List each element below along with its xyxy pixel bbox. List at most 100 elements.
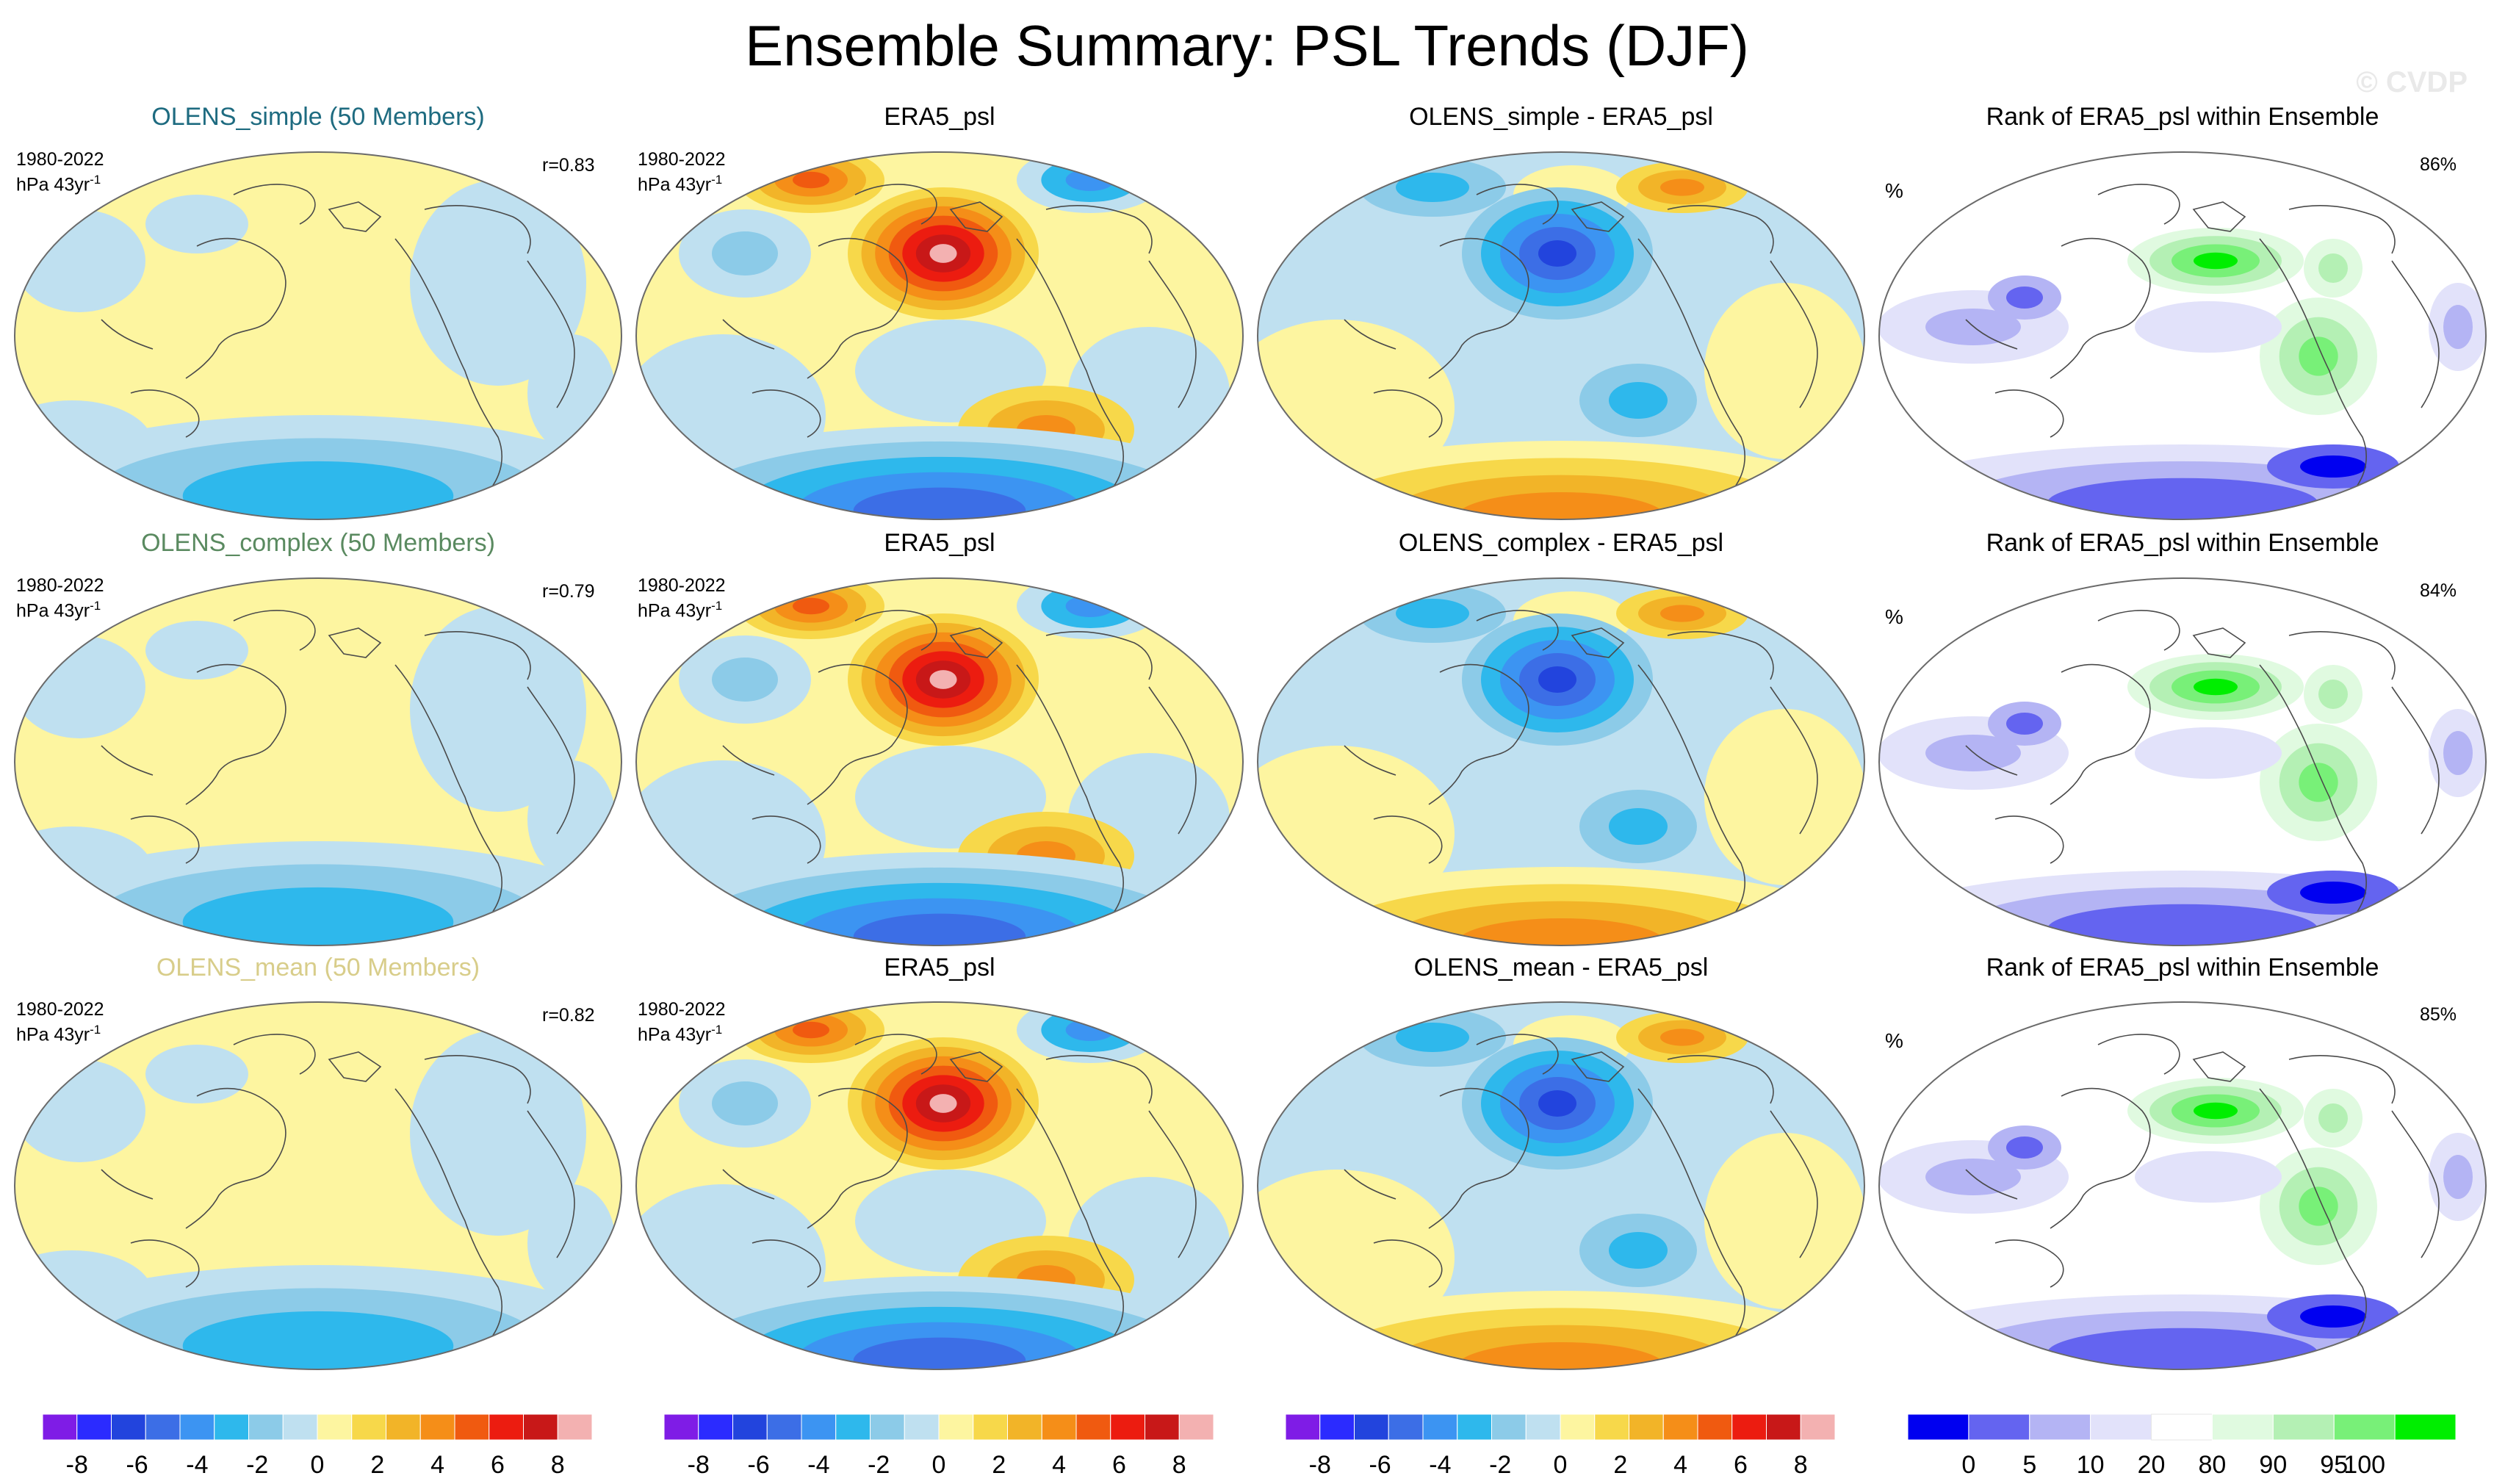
coastline bbox=[752, 389, 821, 438]
period-label: 1980-2022 bbox=[638, 999, 726, 1020]
colorbar-swatch bbox=[835, 1413, 871, 1441]
coastline bbox=[1344, 745, 1396, 776]
map-border bbox=[14, 151, 622, 520]
coastline bbox=[1373, 815, 1443, 864]
coastline bbox=[2259, 1088, 2367, 1339]
coastline bbox=[101, 319, 154, 350]
coastline bbox=[130, 815, 200, 864]
coastline bbox=[1994, 389, 2064, 438]
coastline bbox=[328, 1051, 382, 1082]
field-contour bbox=[145, 621, 248, 680]
field-contour bbox=[527, 1184, 616, 1302]
colorbar-tick-label: -4 bbox=[186, 1451, 208, 1479]
panel-title-rank: Rank of ERA5_psl within Ensemble bbox=[1986, 529, 2379, 557]
colorbar-swatch bbox=[766, 1413, 802, 1441]
coastline bbox=[1016, 1088, 1124, 1339]
field-contour bbox=[853, 487, 1026, 519]
coastline bbox=[1965, 319, 2018, 350]
field-contour bbox=[2299, 336, 2338, 376]
coastline bbox=[185, 663, 286, 805]
coastline bbox=[807, 237, 908, 379]
field-contour bbox=[2006, 1137, 2043, 1159]
field-contour bbox=[2318, 680, 2348, 709]
colorbar-tick-label: -8 bbox=[1309, 1451, 1331, 1479]
units-exponent: -1 bbox=[90, 1023, 101, 1037]
coastline bbox=[394, 664, 502, 915]
colorbar-swatch bbox=[1388, 1413, 1424, 1441]
field-contour bbox=[410, 606, 586, 812]
colorbar-swatch bbox=[386, 1413, 421, 1441]
period-label: 1980-2022 bbox=[16, 149, 104, 170]
rank-colorbar-swatch bbox=[1907, 1413, 1969, 1441]
colorbar-swatch bbox=[1319, 1413, 1355, 1441]
coastline bbox=[949, 201, 1003, 232]
colorbar-tick-label: 4 bbox=[430, 1451, 444, 1479]
colorbar-swatch bbox=[1525, 1413, 1561, 1441]
field-contour bbox=[182, 461, 454, 519]
field-contour bbox=[1660, 1029, 1704, 1046]
colorbar-swatch bbox=[419, 1413, 455, 1441]
field-contour bbox=[1178, 173, 1243, 231]
units-label: hPa 43yr-1 bbox=[638, 169, 722, 195]
field-contour bbox=[1396, 173, 1469, 202]
colorbar-tick-label: -6 bbox=[1369, 1451, 1391, 1479]
colorbar-swatch bbox=[1178, 1413, 1214, 1441]
coastline bbox=[1476, 1034, 1559, 1075]
units-label: hPa 43yr-1 bbox=[16, 1019, 101, 1045]
colorbar-swatch bbox=[1457, 1413, 1492, 1441]
field-contour bbox=[2135, 301, 2282, 353]
field-contour bbox=[1190, 1032, 1240, 1072]
colorbar-swatch bbox=[1354, 1413, 1389, 1441]
panel-title-diff: OLENS_mean - ERA5_psl bbox=[1413, 954, 1709, 981]
coastline bbox=[854, 610, 937, 651]
colorbar-tick-label: 2 bbox=[370, 1451, 384, 1479]
map-rank-panel bbox=[1878, 151, 2487, 522]
colorbar-swatch bbox=[1491, 1413, 1527, 1441]
field-contour bbox=[1660, 605, 1704, 622]
units-text: hPa 43yr bbox=[16, 174, 90, 195]
field-contour bbox=[1704, 283, 1864, 459]
units-exponent: -1 bbox=[711, 599, 723, 613]
field-contour bbox=[1538, 666, 1576, 693]
coastline bbox=[527, 260, 575, 408]
map-diff-panel bbox=[1256, 577, 1866, 948]
rank-colorbar-tick-label: 0 bbox=[1961, 1451, 1975, 1479]
colorbar-tick-label: -6 bbox=[126, 1451, 148, 1479]
field-contour bbox=[1455, 1342, 1667, 1369]
field-contour bbox=[1065, 595, 1115, 617]
field-contour bbox=[1455, 918, 1667, 945]
field-contour bbox=[2318, 1103, 2348, 1133]
map-rank-panel bbox=[1878, 577, 2487, 948]
units-label: hPa 43yr-1 bbox=[638, 595, 722, 622]
coastline bbox=[130, 1239, 200, 1288]
map-diff-panel bbox=[1256, 151, 1866, 522]
field-contour bbox=[145, 195, 248, 253]
coastline bbox=[1965, 745, 2018, 776]
panel-title-obs: ERA5_psl bbox=[884, 529, 995, 557]
figure-title: Ensemble Summary: PSL Trends (DJF) bbox=[745, 13, 1749, 78]
colorbar-tick-label: 0 bbox=[932, 1451, 946, 1479]
field-contour bbox=[1609, 382, 1668, 419]
field-contour bbox=[410, 1030, 586, 1236]
field-contour bbox=[2194, 678, 2238, 696]
colorbar-tick-label: 6 bbox=[491, 1451, 505, 1479]
coastline bbox=[2097, 1034, 2180, 1075]
coastline bbox=[2192, 627, 2246, 658]
coastline bbox=[1667, 631, 1774, 680]
coastline bbox=[854, 1034, 937, 1075]
field-contour bbox=[1538, 1090, 1576, 1117]
colorbar-swatch bbox=[1041, 1413, 1077, 1441]
coastline bbox=[1016, 664, 1124, 915]
field-contour bbox=[1660, 179, 1704, 196]
colorbar-swatch bbox=[145, 1413, 181, 1441]
field-contour bbox=[2006, 713, 2043, 735]
rank-colorbar-tick-label: 20 bbox=[2138, 1451, 2166, 1479]
coastline bbox=[394, 238, 502, 489]
coastline bbox=[2288, 205, 2396, 254]
rank-unit-label: % bbox=[1885, 1029, 1903, 1052]
colorbar-tick-label: -8 bbox=[688, 1451, 710, 1479]
map-border bbox=[1878, 577, 2487, 946]
coastline bbox=[1667, 1055, 1774, 1104]
coastline bbox=[130, 389, 200, 438]
coastline bbox=[1373, 1239, 1443, 1288]
